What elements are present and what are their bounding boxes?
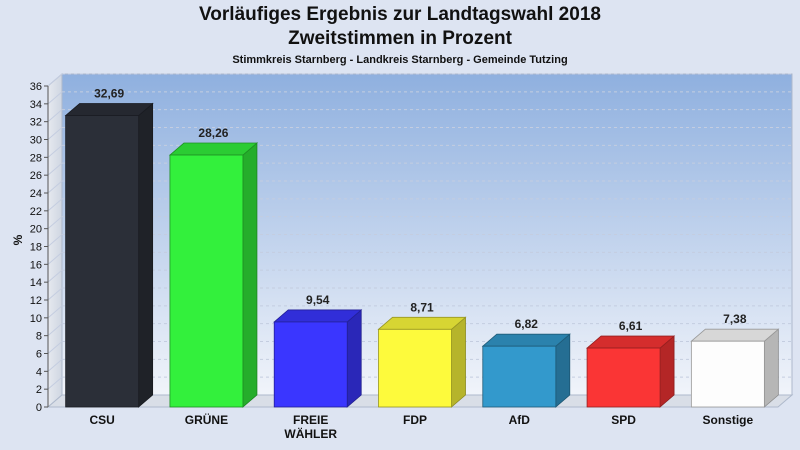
bar-side xyxy=(242,142,258,408)
y-tick-label: 32 xyxy=(30,117,42,129)
gridline-side xyxy=(47,287,63,301)
bar-side xyxy=(555,333,571,408)
bar-fdp xyxy=(377,316,467,408)
gridline-side xyxy=(47,341,63,354)
bar-top xyxy=(585,335,676,349)
y-tick-label: 6 xyxy=(36,349,42,361)
bar-front xyxy=(586,347,661,408)
bar-front xyxy=(65,115,140,408)
gridline-side xyxy=(47,91,63,105)
data-label: 8,71 xyxy=(410,300,434,314)
bar-afd xyxy=(481,333,571,408)
gridline-side xyxy=(47,305,63,319)
bar-front xyxy=(273,321,348,408)
bar-spd xyxy=(585,335,676,408)
gridline-side xyxy=(47,127,63,140)
bar-front xyxy=(378,328,452,408)
gridline-side xyxy=(47,358,63,372)
gridline-side xyxy=(47,376,63,390)
y-tick-label: 36 xyxy=(30,81,42,93)
gridline-side xyxy=(47,323,63,337)
y-tick-label: 18 xyxy=(30,242,42,254)
data-label: 6,82 xyxy=(515,317,539,331)
x-tick-label: FREIE WÄHLER xyxy=(284,413,337,441)
gridline-side xyxy=(47,73,63,87)
y-tick-label: 20 xyxy=(30,224,42,236)
chart-title-line2: Zweitstimmen in Prozent xyxy=(288,28,512,49)
y-tick-label: 16 xyxy=(30,259,42,271)
bar-freie-wähler xyxy=(273,309,363,408)
y-tick-label: 2 xyxy=(36,384,42,396)
y-tick-label: 30 xyxy=(30,135,42,147)
y-tick-label: 28 xyxy=(30,152,42,164)
data-label: 9,54 xyxy=(306,293,330,307)
bar-side xyxy=(451,316,466,408)
y-tick-label: 34 xyxy=(30,99,42,111)
bar-top xyxy=(64,103,154,116)
data-label: 6,61 xyxy=(619,319,643,333)
data-label: 28,26 xyxy=(198,126,228,140)
bar-side xyxy=(763,328,779,408)
bar-front xyxy=(482,345,557,408)
bar-top xyxy=(690,328,780,342)
y-axis-label: % xyxy=(11,234,25,245)
y-tick-label: 22 xyxy=(30,206,42,218)
gridline-side xyxy=(47,216,63,230)
bar-csu xyxy=(64,102,154,408)
x-tick-label: FDP xyxy=(403,413,427,427)
y-tick-label: 4 xyxy=(36,366,42,378)
bar-top xyxy=(481,333,571,347)
x-tick-label: Sonstige xyxy=(703,413,754,427)
chart-subtitle: Stimmkreis Starnberg - Landkreis Starnbe… xyxy=(232,54,568,66)
gridline-side xyxy=(47,144,63,158)
bar-top xyxy=(377,316,467,330)
bar-front xyxy=(690,340,765,408)
bar-top xyxy=(168,142,259,156)
bar-grüne xyxy=(168,142,259,408)
y-tick-label: 24 xyxy=(30,188,42,200)
y-tick-label: 0 xyxy=(36,402,42,414)
x-tick-label: CSU xyxy=(89,413,114,427)
x-tick-label: AfD xyxy=(509,413,531,427)
x-tick-label: SPD xyxy=(611,413,636,427)
bar-front xyxy=(169,154,244,408)
y-tick-label: 26 xyxy=(30,170,42,182)
gridline-side xyxy=(47,269,63,283)
y-tick-label: 8 xyxy=(36,331,42,343)
bar-top xyxy=(273,309,363,323)
chart-title: Vorläufiges Ergebnis zur Landtagswahl 20… xyxy=(199,4,601,25)
y-tick-label: 12 xyxy=(30,295,42,307)
data-label: 7,38 xyxy=(723,312,747,326)
gridline-side xyxy=(47,251,63,265)
y-tick-label: 10 xyxy=(30,313,42,325)
bar-side xyxy=(346,309,362,408)
y-tick-label: 14 xyxy=(30,277,42,289)
gridline-side xyxy=(47,198,63,212)
gridline-side xyxy=(47,162,63,176)
gridline-side xyxy=(47,109,63,123)
x-tick-label: GRÜNE xyxy=(185,412,228,427)
bar-side xyxy=(138,102,154,408)
gridline-side xyxy=(47,180,63,194)
gridline-side xyxy=(47,234,63,247)
bar-sonstige xyxy=(690,328,780,408)
data-label: 32,69 xyxy=(94,87,124,101)
